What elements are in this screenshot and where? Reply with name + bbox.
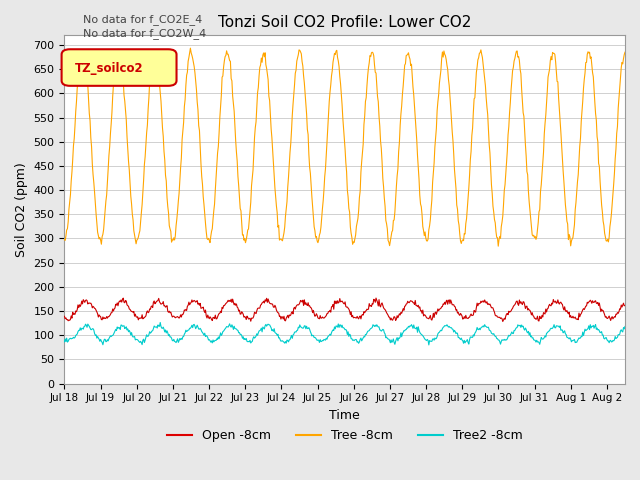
FancyBboxPatch shape [61,49,177,86]
X-axis label: Time: Time [330,409,360,422]
Title: Tonzi Soil CO2 Profile: Lower CO2: Tonzi Soil CO2 Profile: Lower CO2 [218,15,472,30]
Text: No data for f_CO2E_4: No data for f_CO2E_4 [83,13,202,24]
Text: TZ_soilco2: TZ_soilco2 [74,61,143,74]
Legend: Open -8cm, Tree -8cm, Tree2 -8cm: Open -8cm, Tree -8cm, Tree2 -8cm [162,424,527,447]
Text: No data for f_CO2W_4: No data for f_CO2W_4 [83,28,207,39]
Y-axis label: Soil CO2 (ppm): Soil CO2 (ppm) [15,162,28,257]
